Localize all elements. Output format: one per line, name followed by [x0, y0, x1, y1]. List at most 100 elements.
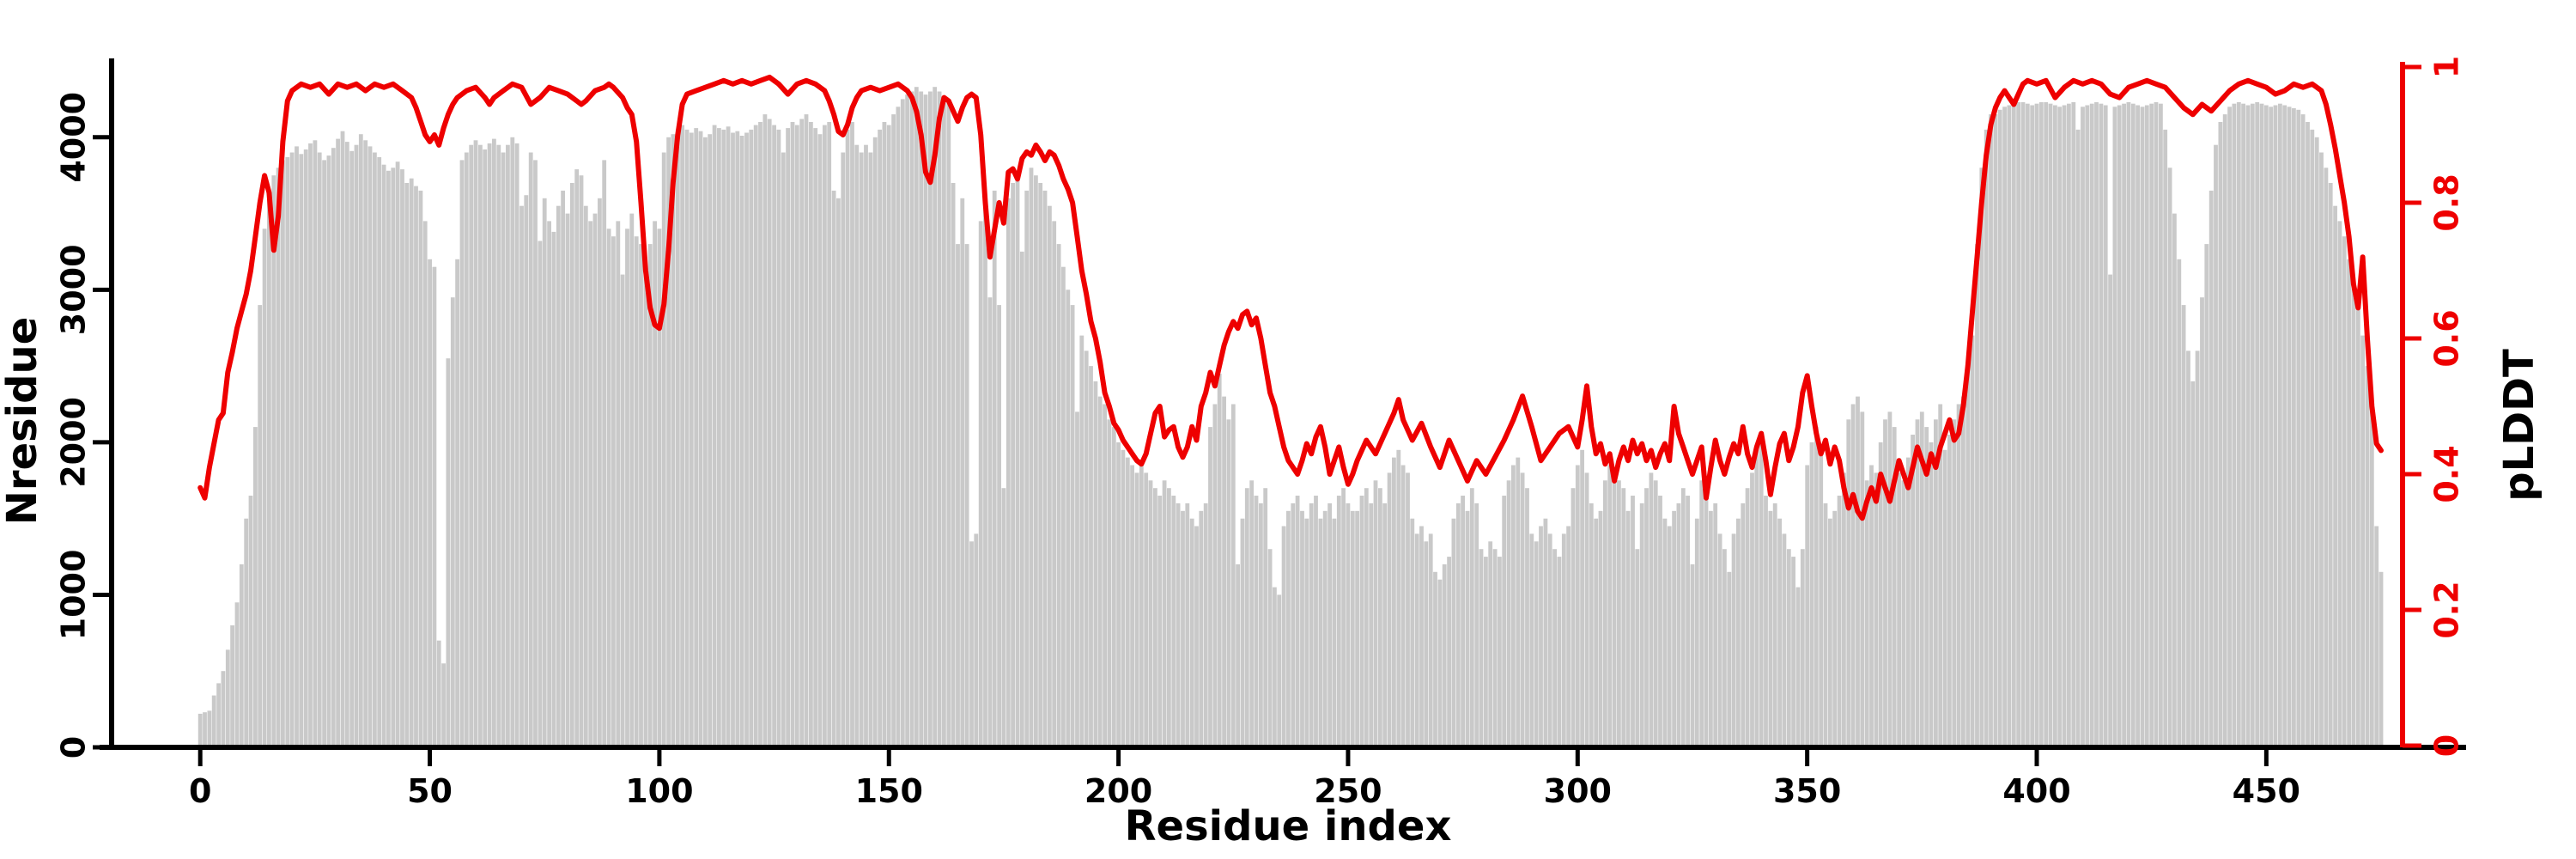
bar [1189, 518, 1194, 747]
plddt-line [197, 74, 2384, 521]
bar [2094, 101, 2099, 747]
bar [2181, 305, 2186, 748]
bar [1359, 496, 1364, 747]
bar [404, 183, 410, 747]
bar [946, 101, 951, 747]
bar [1786, 549, 1791, 747]
bar [1410, 518, 1415, 747]
bar [519, 205, 524, 747]
bar [1382, 503, 1388, 747]
bar [1419, 526, 1424, 747]
bar [1038, 183, 1043, 747]
bar [776, 129, 781, 747]
bar [2214, 144, 2218, 747]
bar [1208, 427, 1212, 747]
bar [1842, 472, 1846, 747]
bar [762, 114, 768, 748]
bar [2324, 168, 2329, 748]
bar [1919, 411, 1924, 747]
bar [2020, 101, 2026, 747]
bar [533, 160, 538, 747]
bar [276, 168, 281, 748]
bar [2263, 105, 2269, 747]
bar [1856, 396, 1860, 747]
bar [1327, 503, 1332, 747]
right-axis-title: pLDDT [2495, 349, 2543, 502]
bar [446, 358, 451, 747]
bar [436, 640, 441, 747]
bar [239, 564, 244, 747]
bar [1764, 496, 1768, 747]
bar [653, 221, 657, 747]
bar [1107, 419, 1112, 747]
bar [698, 131, 703, 747]
bar [758, 122, 762, 747]
bar [2053, 105, 2057, 747]
bar [1048, 205, 1052, 747]
bar [303, 149, 308, 747]
bar [731, 132, 735, 747]
bar [1015, 175, 1020, 747]
bar [2314, 137, 2319, 748]
bar [1709, 510, 1713, 747]
bar [551, 231, 556, 747]
bar [602, 160, 607, 747]
bar [538, 241, 543, 747]
bar [790, 122, 795, 747]
bar [767, 119, 772, 747]
bar [510, 137, 515, 748]
bar [1226, 419, 1231, 747]
bar [1167, 488, 1171, 747]
bar [836, 198, 841, 748]
bar [1350, 510, 1355, 747]
bar [735, 131, 740, 747]
bar [886, 125, 891, 748]
bar [978, 221, 983, 747]
bar [1828, 518, 1832, 747]
bar [308, 143, 313, 747]
left-tick-label: 0 [55, 736, 93, 758]
bar [1240, 518, 1245, 747]
bar [2241, 103, 2245, 747]
bar [203, 712, 207, 747]
bar [2287, 107, 2292, 748]
right-tick-label: 0.4 [2428, 445, 2466, 503]
bar [473, 140, 478, 748]
bar [2002, 107, 2007, 748]
bar [1800, 549, 1805, 747]
bar [2057, 107, 2063, 748]
bar [2011, 103, 2016, 747]
bar [817, 134, 823, 747]
bar [1905, 457, 1911, 747]
bar [823, 125, 827, 748]
bar [933, 87, 938, 747]
bar [2103, 105, 2108, 747]
bar [211, 695, 216, 747]
bar [2227, 107, 2232, 748]
bar [1846, 419, 1851, 747]
bar [244, 518, 249, 747]
bar [1230, 404, 1236, 747]
bar [1625, 510, 1631, 747]
bar [1474, 503, 1479, 747]
bar [1809, 442, 1814, 747]
bar [1005, 198, 1011, 748]
axes: 0 50 100 150 200 250 300 350 400 450 0 1000 2000 300… [0, 56, 2543, 850]
bar [1400, 465, 1406, 747]
bar [2126, 101, 2131, 747]
bar [1236, 564, 1240, 747]
bar [1754, 449, 1759, 747]
bar [992, 190, 997, 747]
bar [987, 297, 993, 747]
bar [694, 128, 699, 748]
bar [2379, 571, 2384, 747]
bar [432, 266, 437, 747]
bar [680, 125, 684, 748]
bar [326, 155, 331, 748]
bar [2136, 105, 2140, 747]
bar [464, 152, 469, 747]
bar [1116, 442, 1121, 747]
bar [1699, 480, 1704, 747]
bar [2204, 244, 2209, 748]
